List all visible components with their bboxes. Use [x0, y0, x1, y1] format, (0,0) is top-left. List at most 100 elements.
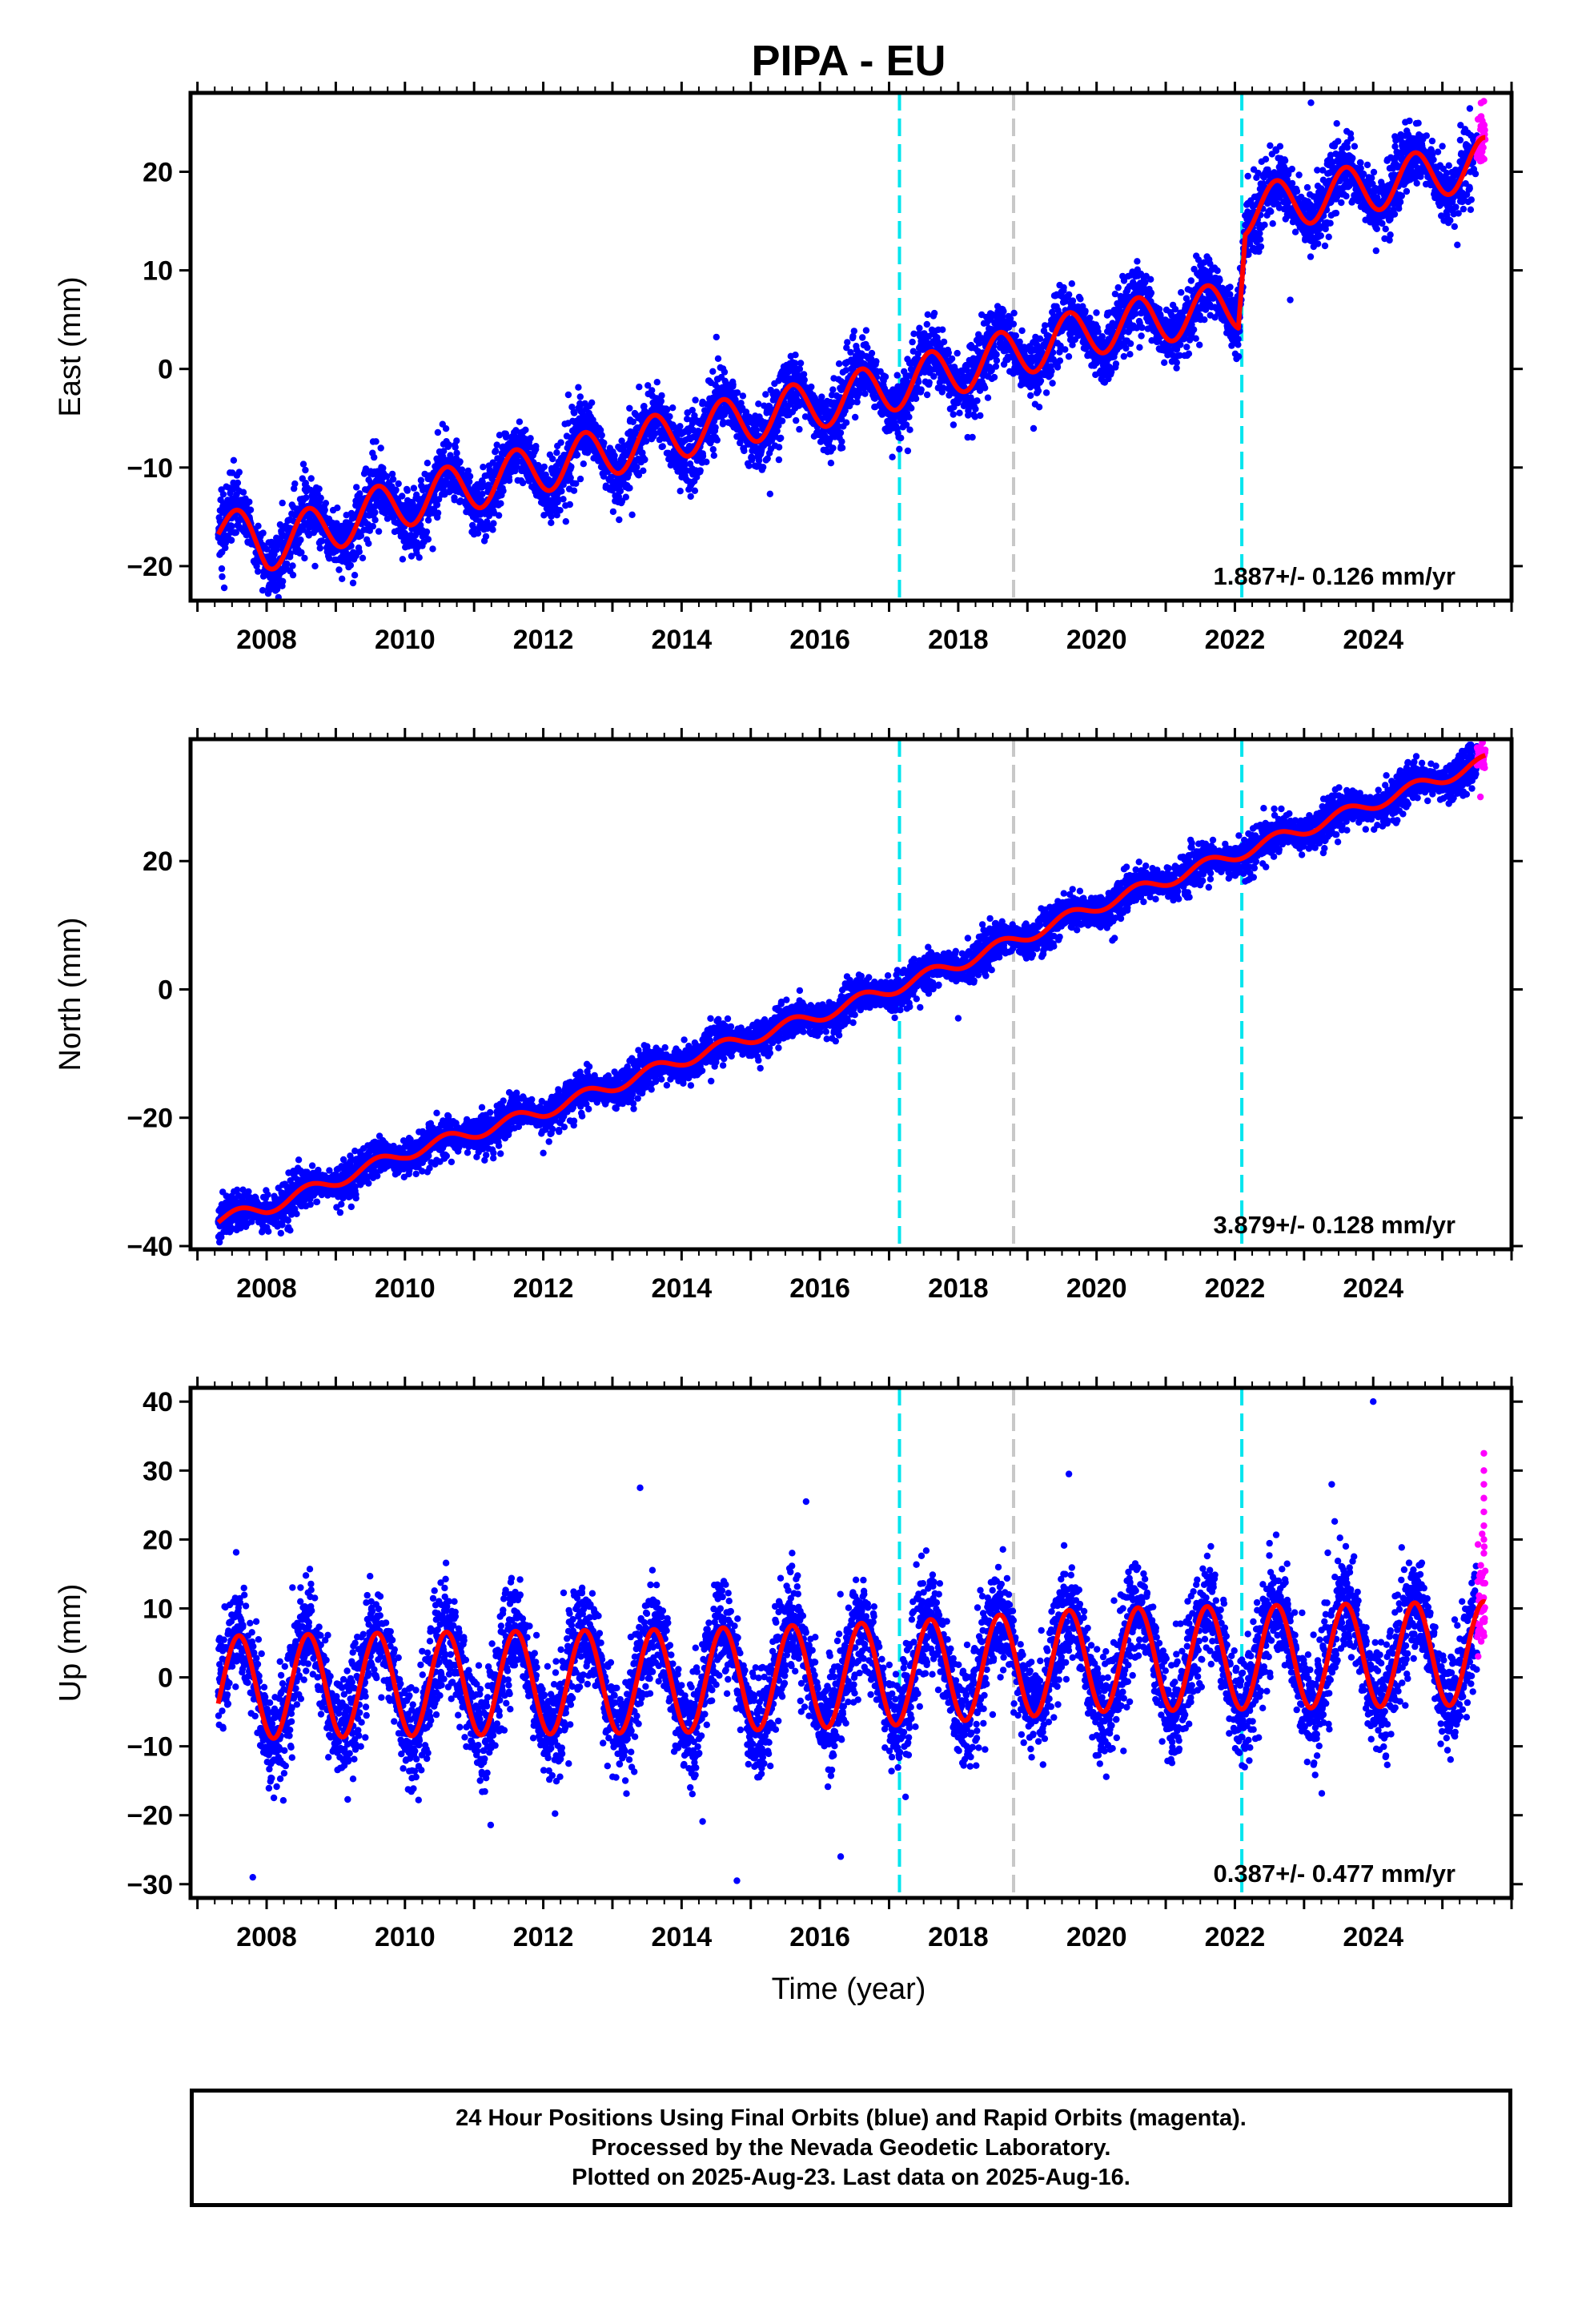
data-point — [974, 397, 981, 404]
data-point — [372, 438, 379, 445]
data-point — [940, 338, 948, 346]
data-point — [598, 432, 605, 439]
data-point — [709, 446, 717, 453]
data-point — [239, 489, 247, 496]
data-point — [796, 365, 804, 372]
data-point — [235, 517, 243, 525]
data-point — [762, 391, 769, 398]
data-point — [653, 379, 661, 386]
data-point — [1136, 344, 1143, 351]
data-point — [837, 429, 845, 436]
data-point — [792, 352, 799, 359]
data-point — [434, 509, 442, 517]
data-point — [1093, 309, 1100, 316]
data-point — [990, 373, 998, 381]
data-point — [992, 363, 1000, 370]
data-point — [829, 386, 837, 393]
data-point — [334, 505, 341, 512]
data-point — [1042, 389, 1050, 396]
data-point — [713, 436, 721, 444]
data-point — [247, 506, 255, 513]
data-point — [519, 479, 527, 487]
data-point — [703, 458, 710, 465]
data-point — [1010, 320, 1018, 328]
data-point — [424, 536, 432, 543]
data-point — [905, 413, 913, 420]
data-point — [321, 506, 328, 514]
data-point — [355, 548, 363, 556]
data-point — [399, 556, 407, 563]
data-point — [1126, 340, 1134, 348]
data-point — [480, 464, 487, 471]
data-point — [1000, 308, 1007, 315]
data-point — [287, 550, 294, 557]
data-point — [359, 554, 367, 561]
data-point — [424, 517, 432, 524]
data-point — [218, 565, 226, 573]
data-point — [371, 517, 379, 524]
data-point — [697, 467, 704, 474]
data-point — [580, 460, 587, 468]
data-point — [950, 421, 958, 428]
data-point — [395, 480, 402, 488]
data-point — [622, 493, 629, 501]
final-orbit-points — [215, 99, 1480, 601]
data-point — [893, 372, 901, 379]
data-point — [829, 444, 837, 452]
data-point — [255, 522, 262, 529]
data-point — [838, 438, 845, 445]
data-point — [923, 320, 931, 328]
data-point — [289, 562, 296, 569]
data-point — [993, 357, 1001, 364]
data-point — [926, 379, 933, 386]
data-point — [303, 494, 310, 501]
data-point — [945, 349, 953, 356]
data-point — [977, 412, 984, 420]
data-point — [347, 561, 355, 569]
data-point — [371, 453, 378, 461]
data-point — [307, 475, 315, 482]
data-point — [923, 391, 931, 399]
data-point — [246, 498, 253, 505]
data-point — [912, 395, 920, 402]
data-point — [616, 516, 623, 524]
data-point — [1147, 289, 1155, 296]
data-point — [404, 487, 411, 494]
data-point — [351, 572, 359, 579]
data-point — [641, 456, 648, 463]
data-point — [442, 425, 450, 432]
data-point — [549, 455, 556, 463]
data-point — [263, 545, 271, 553]
data-point — [984, 394, 992, 401]
data-point — [666, 412, 673, 420]
data-point — [1036, 335, 1044, 343]
data-point — [954, 349, 961, 357]
data-point — [1060, 283, 1067, 292]
data-point — [775, 456, 783, 464]
data-point — [232, 529, 239, 537]
data-point — [1035, 404, 1043, 411]
data-point — [950, 411, 957, 418]
data-point — [710, 452, 717, 459]
data-point — [1183, 344, 1191, 351]
data-point — [279, 499, 286, 507]
data-point — [424, 460, 432, 467]
data-point — [628, 511, 636, 518]
data-point — [939, 326, 946, 333]
data-point — [677, 488, 684, 495]
data-point — [691, 487, 699, 494]
data-point — [369, 523, 376, 530]
data-point — [489, 526, 496, 533]
data-point — [873, 358, 880, 365]
data-point — [289, 571, 297, 579]
data-point — [745, 462, 753, 469]
data-point — [349, 579, 357, 587]
data-point — [732, 396, 739, 404]
data-point — [302, 466, 309, 474]
data-point — [452, 444, 459, 451]
data-point — [234, 479, 242, 487]
data-point — [1018, 327, 1026, 335]
data-point — [410, 485, 418, 492]
data-point — [797, 360, 805, 367]
data-point — [553, 449, 560, 456]
